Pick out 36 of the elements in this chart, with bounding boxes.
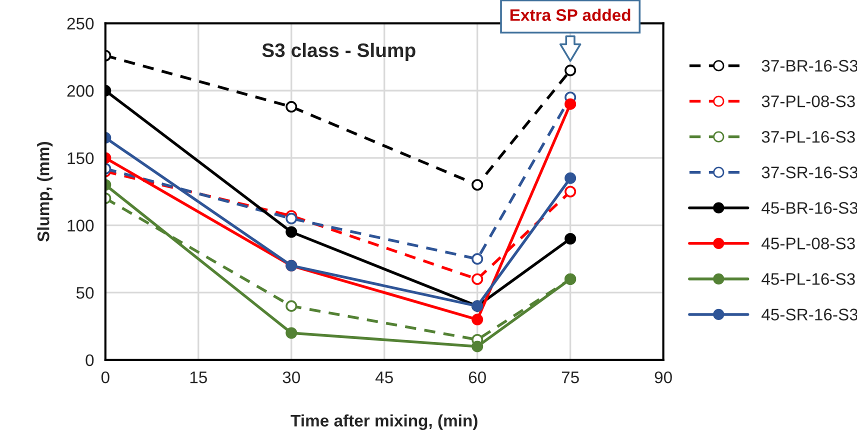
y-tick-label: 100 <box>68 220 94 232</box>
point <box>286 212 298 224</box>
point <box>564 98 576 110</box>
x-tick-label: 45 <box>375 372 393 384</box>
x-tick-label: 30 <box>282 371 300 384</box>
x-tick-label: 75 <box>562 372 579 384</box>
legend-label: 45-PL-08-S3 <box>762 238 855 250</box>
y-tick-label: 0 <box>86 354 94 366</box>
point <box>472 179 484 191</box>
point <box>286 327 298 339</box>
text: S3 class - Slump <box>262 42 416 62</box>
annotation: Extra SP added <box>510 8 630 21</box>
y-tick-label: 150 <box>68 152 94 164</box>
point <box>472 340 484 352</box>
x-tick-label: 15 <box>190 372 207 384</box>
point <box>286 300 298 312</box>
point <box>286 226 298 238</box>
point <box>472 253 484 265</box>
legend-label: 37-PL-08-S3 <box>762 95 855 108</box>
x-tick-label: 90 <box>654 371 672 384</box>
point <box>564 232 576 245</box>
point <box>286 101 298 113</box>
legend-label: 45-PL-16-S3 <box>762 273 855 285</box>
point <box>472 273 484 285</box>
x-tick-label: 60 <box>468 371 486 384</box>
y-axis-title: Slump, (mm) <box>37 142 53 242</box>
y-tick-label: 200 <box>67 85 94 97</box>
y-tick-label: 250 <box>67 18 94 30</box>
x-axis-title: Time after mixing, (min) <box>290 414 478 430</box>
point <box>564 186 576 198</box>
point <box>564 172 576 184</box>
legend-label: 37-PL-16-S3 <box>762 130 855 143</box>
x-tick-label: 0 <box>101 371 110 384</box>
y-tick-label: 50 <box>76 287 94 299</box>
point <box>564 64 576 76</box>
point <box>472 314 484 326</box>
